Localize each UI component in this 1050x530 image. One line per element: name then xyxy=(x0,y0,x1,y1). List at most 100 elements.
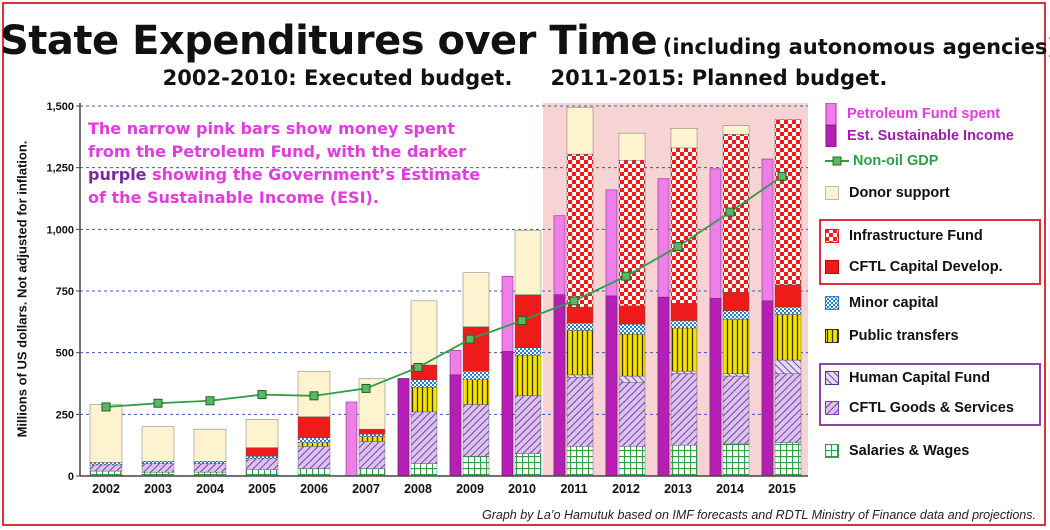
bar-minor-capital-2005 xyxy=(245,456,279,459)
legend-petroleum: Petroleum Fund spent xyxy=(825,103,1000,125)
bar-salaries-wages-2013 xyxy=(670,444,698,477)
bar-cftl-goods-services-2002 xyxy=(89,464,123,472)
bar-donor-support-2014 xyxy=(722,125,750,135)
annotation-line-3: showing the Government’s Estimate xyxy=(146,165,481,184)
bar-cftl-goods-services-2007 xyxy=(358,441,386,469)
bar-public-transfers-2007 xyxy=(358,436,386,442)
bar-donor-support-2011 xyxy=(566,107,594,155)
bar-salaries-wages-2007 xyxy=(358,468,386,477)
source-note: Graph by La’o Hamutuk based on IMF forec… xyxy=(482,508,1036,522)
bar-minor-capital-2011 xyxy=(566,322,594,331)
esi-bar-2014 xyxy=(709,298,722,477)
petroleum-swatch-icon xyxy=(825,103,837,125)
annotation-line-2: from the Petroleum Fund, with the xyxy=(88,142,407,161)
donor-swatch-icon xyxy=(825,186,839,200)
bar-minor-capital-2013 xyxy=(670,320,698,329)
legend-hcf-label: Human Capital Fund xyxy=(849,370,990,386)
x-tick-label-2014: 2014 xyxy=(716,482,744,496)
legend-gdp: Non-oil GDP xyxy=(825,150,938,172)
gdp-line-icon xyxy=(825,156,849,166)
bar-cftl-capital-develop-2009 xyxy=(462,326,490,372)
bar-salaries-wages-2014 xyxy=(722,443,750,477)
x-tick-label-2013: 2013 xyxy=(664,482,692,496)
legend-capdev-label: CFTL Capital Develop. xyxy=(849,259,1003,275)
legend-minor-label: Minor capital xyxy=(849,295,939,311)
bar-cftl-capital-develop-2013 xyxy=(670,303,698,321)
bar-public-transfers-2014 xyxy=(722,319,750,374)
bar-minor-capital-2010 xyxy=(514,347,542,356)
bar-cftl-goods-services-2015 xyxy=(774,373,802,443)
bar-donor-support-2013 xyxy=(670,127,698,149)
bar-cftl-goods-services-2004 xyxy=(193,463,227,473)
bar-human-capital-fund-2015 xyxy=(774,359,802,374)
x-tick-label-2002: 2002 xyxy=(92,482,120,496)
gdp-point-2011 xyxy=(569,296,579,306)
x-tick-label-2015: 2015 xyxy=(768,482,796,496)
y-tick-label-1000: 1,000 xyxy=(46,224,74,236)
x-tick-label-2006: 2006 xyxy=(300,482,328,496)
gdp-point-2006 xyxy=(309,391,319,401)
bar-donor-support-2003 xyxy=(141,426,175,462)
legend-donor-label: Donor support xyxy=(849,185,950,201)
bar-minor-capital-2014 xyxy=(722,310,750,320)
bar-salaries-wages-2012 xyxy=(618,446,646,477)
gdp-point-2008 xyxy=(413,362,423,372)
bar-cftl-goods-services-2003 xyxy=(141,463,175,473)
bar-cftl-capital-develop-2012 xyxy=(618,305,646,325)
gdp-point-2005 xyxy=(257,390,267,400)
bar-salaries-wages-2009 xyxy=(462,456,490,477)
bar-donor-support-2005 xyxy=(245,419,279,448)
bar-donor-support-2010 xyxy=(514,230,542,295)
transfers-swatch-icon xyxy=(825,329,839,343)
y-tick-label-500: 500 xyxy=(56,348,74,360)
title-suffix: (including autonomous agencies) xyxy=(662,35,1050,59)
chart-subtitle: 2002-2010: Executed budget. 2011-2015: Pl… xyxy=(0,66,1050,90)
y-tick-label-750: 750 xyxy=(56,286,74,298)
legend-box-human xyxy=(819,363,1041,426)
bar-public-transfers-2008 xyxy=(410,387,438,413)
chart-title: State Expenditures over Time (including … xyxy=(0,18,1050,64)
bar-public-transfers-2012 xyxy=(618,333,646,377)
y-ticks: 0 250 500 750 1,000 1,250 1,500 xyxy=(46,101,80,483)
x-tick-label-2011: 2011 xyxy=(560,482,587,496)
bar-salaries-wages-2011 xyxy=(566,446,594,477)
bar-salaries-wages-2010 xyxy=(514,453,542,477)
bar-public-transfers-2006 xyxy=(297,442,331,447)
annotation-line-1: The narrow pink bars show money spent xyxy=(88,119,455,138)
bar-cftl-capital-develop-2005 xyxy=(245,447,279,457)
bar-donor-support-2004 xyxy=(193,428,227,462)
bar-infrastructure-fund-2015 xyxy=(774,119,802,286)
y-tick-label-1250: 1,250 xyxy=(46,163,74,175)
x-tick-label-2005: 2005 xyxy=(248,482,276,496)
esi-bar-2009 xyxy=(449,374,462,477)
x-tick-label-2009: 2009 xyxy=(456,482,484,496)
x-ticks: 2002 2003 2004 2005 2006 2007 2008 2009 2010 2011… xyxy=(92,482,796,496)
bar-human-capital-fund-2013 xyxy=(670,370,698,374)
bar-minor-capital-2006 xyxy=(297,437,331,443)
x-tick-label-2012: 2012 xyxy=(612,482,640,496)
bar-donor-support-2002 xyxy=(89,404,123,463)
goods-swatch-icon xyxy=(825,401,839,415)
gdp-polyline xyxy=(105,175,783,408)
legend-salaries: Salaries & Wages xyxy=(825,440,969,462)
legend-capdev: CFTL Capital Develop. xyxy=(825,256,1003,278)
bar-public-transfers-2011 xyxy=(566,330,594,376)
bar-public-transfers-2010 xyxy=(514,354,542,397)
bar-cftl-goods-services-2014 xyxy=(722,375,750,445)
title-main: State Expenditures over Time xyxy=(0,18,658,64)
bar-donor-support-2009 xyxy=(462,272,490,327)
legend-gdp-label: Non-oil GDP xyxy=(853,153,939,169)
salaries-swatch-icon xyxy=(825,444,839,458)
annotation-line-4: of the Sustainable Income (ESI). xyxy=(88,188,379,207)
legend-esi: Est. Sustainable Income xyxy=(825,125,1014,147)
legend-goods-label: CFTL Goods & Services xyxy=(849,400,1014,416)
x-tick-label-2003: 2003 xyxy=(144,482,172,496)
bar-cftl-capital-develop-2015 xyxy=(774,284,802,308)
bar-minor-capital-2003 xyxy=(141,461,175,464)
legend-transfers: Public transfers xyxy=(825,325,959,347)
esi-bar-2008 xyxy=(397,378,410,477)
stacked-bars xyxy=(89,107,802,477)
subtitle-planned: 2011-2015: Planned budget. xyxy=(550,66,888,90)
bar-salaries-wages-2015 xyxy=(774,442,802,477)
x-tick-label-2004: 2004 xyxy=(196,482,224,496)
